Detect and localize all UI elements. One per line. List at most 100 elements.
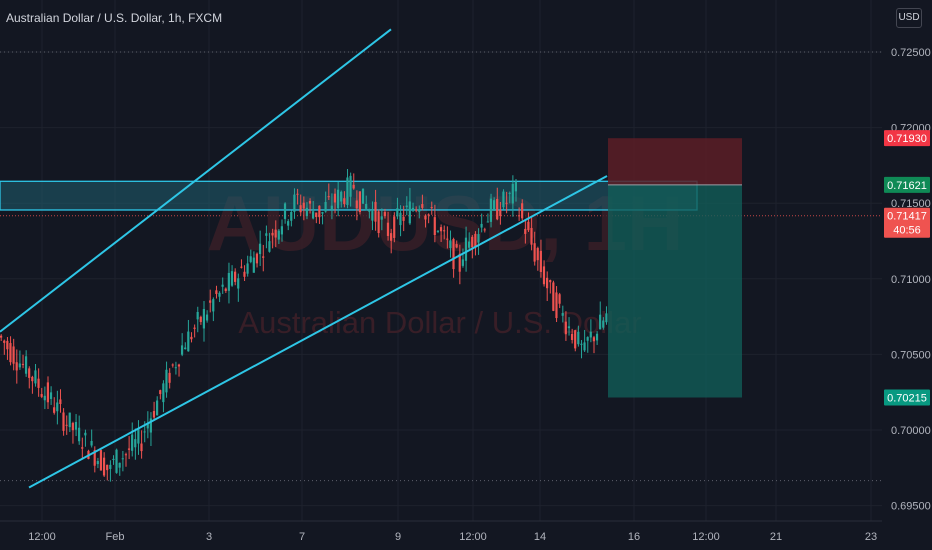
candle-body [549,280,552,283]
candle-body [527,221,530,231]
candle-body [290,211,293,221]
candle-body [34,370,37,384]
candle-body [336,189,340,209]
candle-body [31,376,34,382]
candle-body [46,382,49,403]
candle-body [377,211,380,234]
candle-body [452,238,455,270]
candle-body [468,241,471,248]
candle-body [458,253,461,272]
candle-body [411,207,415,210]
candle-body [492,200,496,210]
candle-body [483,229,486,231]
candle-body [255,253,259,264]
candle-body [265,233,268,236]
candle-body [502,191,505,208]
candle-body [308,200,312,204]
candle-body [196,311,199,320]
candle-body [396,208,399,217]
time-tick: 21 [770,531,782,543]
candle-body [305,207,308,217]
price-labels: 0.71930 0.71621 0.71417 40:56 0.70215 [884,130,930,406]
candle-body [530,227,533,245]
candle-body [299,205,302,213]
candle-body [112,458,115,460]
candle-body [380,216,383,220]
trendlines[interactable] [0,28,608,489]
price-label-current [884,207,930,238]
candle-body [433,217,436,235]
candle-body [474,233,477,247]
candle-body [599,314,602,330]
candle-body [252,257,255,273]
price-label-entry [884,176,930,193]
candle-body [246,263,249,274]
candle-body [71,422,74,431]
candle-body [49,392,53,399]
candle-body [249,256,252,262]
currency-button[interactable]: USD [896,8,922,28]
candle-body [567,326,571,329]
price-tick: 0.70000 [891,425,931,437]
candle-body [368,209,371,212]
time-tick: 16 [628,531,640,543]
candle-body [580,343,583,345]
candle-body [174,367,177,369]
candle-body [589,331,592,338]
candle-body [446,238,449,240]
candle-body [184,347,187,350]
candle-body [65,424,68,426]
candle-body [93,450,96,466]
candle-body [533,243,536,262]
time-axis[interactable]: 12:00 Feb 3 7 9 12:00 14 16 12:00 21 23 [0,520,882,543]
candle-body [327,196,330,198]
candle-body [137,428,140,444]
candle-body [383,212,386,217]
candle-body [212,299,215,312]
candle-body [555,292,558,319]
price-tick: 0.71000 [891,274,931,286]
price-label-text: 0.71621 [887,180,927,192]
candle-body [118,462,121,468]
candle-body [511,183,514,204]
candle-body [56,402,59,412]
lower-channel-line [28,175,608,489]
candle-body [0,335,3,338]
candle-body [96,461,99,465]
candle-body [393,216,396,238]
candle-body [464,237,468,261]
candle-body [271,232,274,236]
candle-body [436,230,439,232]
candle-body [106,464,109,471]
candle-body [6,340,9,350]
candle-body [386,222,390,236]
candle-body [202,308,205,329]
candle-body [517,215,521,217]
candle-body [237,278,240,289]
time-tick: 7 [299,531,305,543]
candle-body [268,241,271,252]
candle-body [312,211,315,219]
candle-body [414,209,418,211]
candle-body [471,236,474,248]
candle-body [28,368,31,378]
candle-body [240,266,243,268]
price-label-text: 0.71417 [887,211,927,223]
candle-body [218,292,221,297]
zones [0,138,742,398]
candle-body [234,271,237,282]
candle-body [340,191,343,202]
candle-body [439,227,443,232]
price-axis-background[interactable] [882,0,932,550]
candle-body [283,203,287,219]
price-tick: 0.70500 [891,349,931,361]
candle-body [318,205,321,218]
candle-body [205,314,209,321]
candle-body [277,230,280,240]
candle-body [152,411,156,418]
time-tick: Feb [106,531,125,543]
price-label-target [884,389,930,406]
candle-body [343,198,346,205]
candle-body [74,422,78,430]
